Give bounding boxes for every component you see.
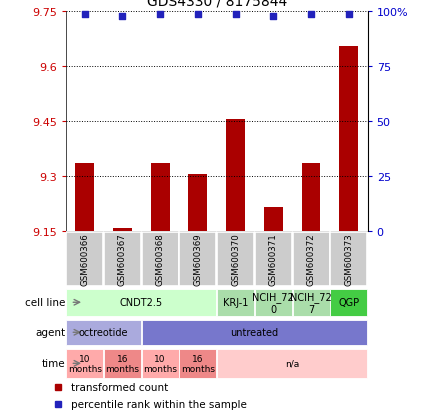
Text: NCIH_72
0: NCIH_72 0 <box>252 291 294 314</box>
Point <box>346 11 352 18</box>
Text: untreated: untreated <box>230 328 278 337</box>
Text: GSM600370: GSM600370 <box>231 233 240 285</box>
Text: CNDT2.5: CNDT2.5 <box>120 297 163 308</box>
Bar <box>142 320 367 345</box>
Bar <box>66 289 216 316</box>
Title: GDS4330 / 8175844: GDS4330 / 8175844 <box>147 0 287 8</box>
Bar <box>104 233 141 286</box>
Text: transformed count: transformed count <box>71 382 168 392</box>
Bar <box>255 289 292 316</box>
Bar <box>217 233 254 286</box>
Bar <box>113 229 132 231</box>
Text: KRJ-1: KRJ-1 <box>223 297 248 308</box>
Bar <box>264 208 283 231</box>
Bar <box>75 164 94 231</box>
Point <box>195 11 201 18</box>
Text: 16
months: 16 months <box>105 354 139 373</box>
Text: GSM600368: GSM600368 <box>156 233 164 285</box>
Bar <box>292 289 329 316</box>
Bar <box>217 289 254 316</box>
Bar <box>255 233 292 286</box>
Text: GSM600371: GSM600371 <box>269 233 278 285</box>
Text: agent: agent <box>35 328 65 337</box>
Text: 16
months: 16 months <box>181 354 215 373</box>
Bar <box>142 233 178 286</box>
Text: n/a: n/a <box>285 359 299 368</box>
Bar <box>302 164 320 231</box>
Point <box>81 11 88 18</box>
Bar <box>339 47 358 231</box>
Text: 10
months: 10 months <box>68 354 102 373</box>
Bar <box>179 349 216 378</box>
Text: time: time <box>42 358 65 368</box>
Bar <box>142 349 178 378</box>
Text: cell line: cell line <box>25 297 65 308</box>
Point <box>270 14 277 20</box>
Bar <box>226 120 245 231</box>
Text: GSM600369: GSM600369 <box>193 233 202 285</box>
Point <box>308 11 314 18</box>
Text: GSM600366: GSM600366 <box>80 233 89 285</box>
Bar <box>217 349 367 378</box>
Bar <box>66 320 141 345</box>
Bar <box>188 175 207 231</box>
Text: GSM600372: GSM600372 <box>306 233 315 285</box>
Bar <box>292 233 329 286</box>
Bar <box>179 233 216 286</box>
Text: QGP: QGP <box>338 297 359 308</box>
Text: percentile rank within the sample: percentile rank within the sample <box>71 399 247 409</box>
Text: 10
months: 10 months <box>143 354 177 373</box>
Bar <box>330 289 367 316</box>
Text: octreotide: octreotide <box>79 328 128 337</box>
Point <box>232 11 239 18</box>
Point <box>119 14 126 20</box>
Bar <box>66 233 103 286</box>
Text: GSM600373: GSM600373 <box>344 233 353 285</box>
Point <box>157 11 164 18</box>
Bar <box>151 164 170 231</box>
Text: NCIH_72
7: NCIH_72 7 <box>290 291 332 314</box>
Bar <box>330 233 367 286</box>
Bar <box>66 349 103 378</box>
Bar <box>104 349 141 378</box>
Text: GSM600367: GSM600367 <box>118 233 127 285</box>
